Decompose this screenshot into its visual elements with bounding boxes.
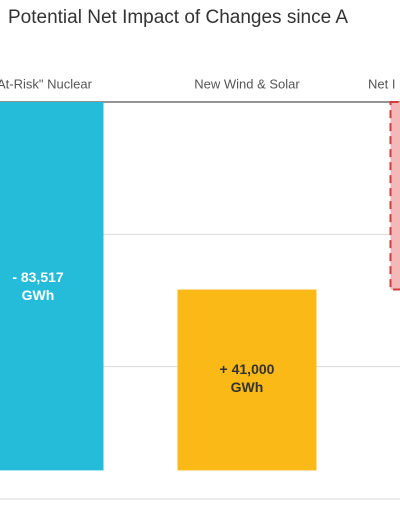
bar — [0, 102, 104, 471]
bar — [389, 101, 400, 291]
bar — [177, 289, 317, 471]
value-label: + 41,000 GWh — [219, 360, 275, 395]
value-label: - 83,517 GWh — [12, 269, 64, 304]
x-tick-label: New Wind & Solar — [194, 76, 300, 91]
chart-title: Potential Net Impact of Changes since A — [8, 7, 348, 28]
x-tick-label: At-Risk" Nuclear — [0, 76, 93, 91]
x-tick-label: Net I — [368, 76, 395, 91]
